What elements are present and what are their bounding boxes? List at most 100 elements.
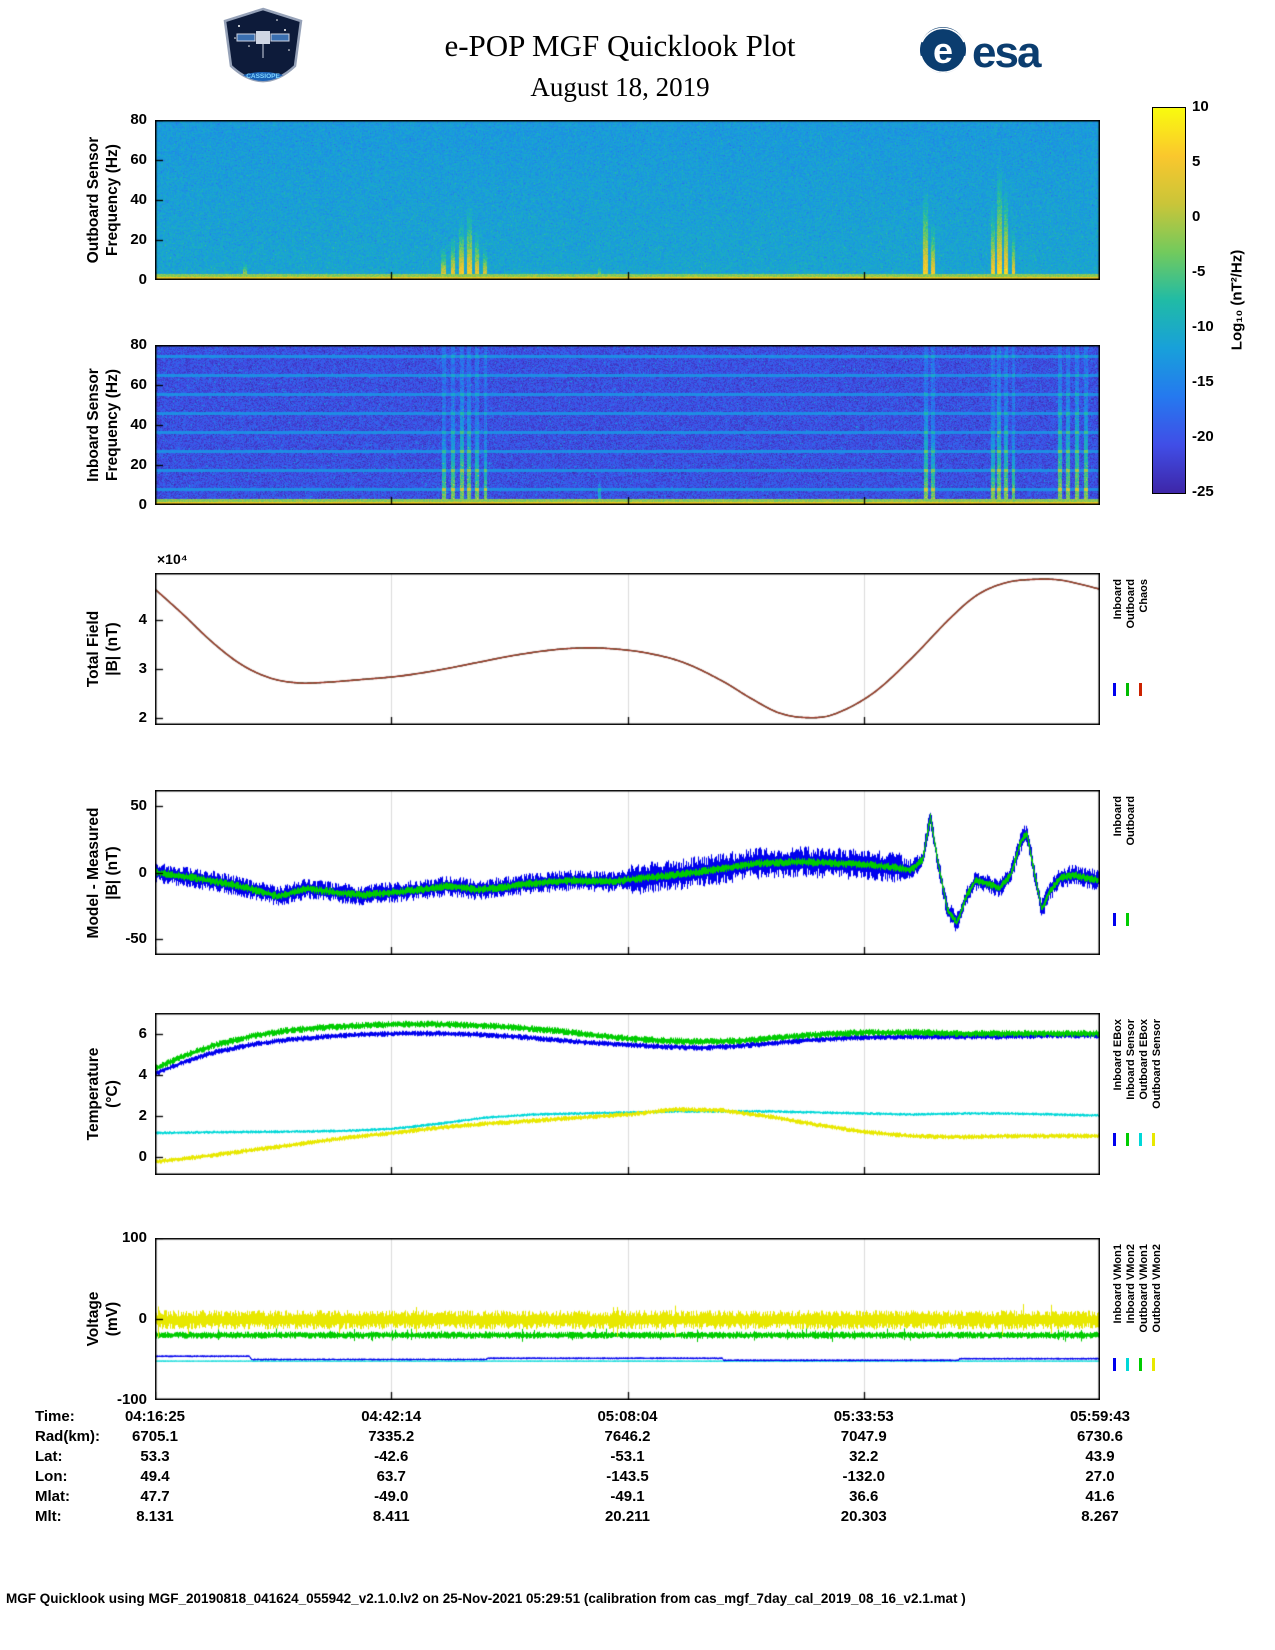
colorbar-tick-label: -5: [1192, 263, 1206, 280]
total-field-ytick-label: 2: [138, 708, 147, 726]
colorbar-tick-label: 0: [1192, 208, 1201, 225]
inboard-spectrogram-ytick-label: 0: [138, 496, 147, 513]
ephemeris-cell: 47.7: [140, 1488, 170, 1505]
ephemeris-cell: -53.1: [610, 1448, 645, 1465]
legend-marker-model-minus-measured: [1113, 913, 1116, 926]
patch-satellite-panel-left: [236, 33, 256, 42]
voltage-canvas: [155, 1238, 1100, 1400]
legend-label-voltage: Inboard VMon1: [1112, 1244, 1124, 1324]
esa-globe-icon: [920, 27, 966, 73]
legend-marker-temperature: [1113, 1133, 1116, 1146]
total-field-ytick-label: 3: [138, 659, 147, 677]
ephemeris-cell: 7335.2: [368, 1428, 415, 1445]
legend-label-model-minus-measured: Outboard: [1125, 796, 1137, 846]
legend-label-temperature: Inboard EBox: [1112, 1019, 1124, 1091]
ephemeris-cell: 8.131: [136, 1508, 174, 1525]
outboard-spectrogram-canvas: [155, 120, 1100, 280]
outboard-spectrogram-ytick-label: 40: [130, 191, 147, 208]
legend-label-total-field: Inboard: [1112, 579, 1124, 620]
patch-satellite-panel-right: [270, 33, 290, 42]
ephemeris-cell: 05:59:43: [1069, 1408, 1131, 1425]
ephemeris-cell: 05:33:53: [833, 1408, 894, 1425]
ephemeris-cell: 8.267: [1081, 1508, 1119, 1525]
ephemeris-cell: 6730.6: [1077, 1428, 1123, 1445]
legend-marker-total-field: [1113, 683, 1116, 696]
mission-label: CASSIOPE: [246, 73, 280, 80]
legend-label-temperature: Outboard EBox: [1138, 1019, 1150, 1100]
ephemeris-cell: 32.2: [849, 1448, 879, 1465]
colorbar-tick-label: 10: [1192, 98, 1209, 115]
outboard-spectrogram-ytick-label: 0: [138, 271, 147, 288]
legend-label-voltage: Inboard VMon2: [1125, 1244, 1137, 1324]
inboard-spectrogram-ytick-label: 60: [130, 376, 147, 393]
ephemeris-cell: 49.4: [140, 1468, 170, 1485]
ephemeris-row-label: Lon:: [35, 1468, 68, 1485]
model-minus-measured-ytick-label: 0: [138, 863, 147, 881]
model-minus-measured-canvas: [155, 790, 1100, 955]
legend-label-temperature: Outboard Sensor: [1151, 1019, 1163, 1109]
ephemeris-cell: 27.0: [1085, 1468, 1115, 1485]
temperature-ytick-label: 0: [138, 1147, 147, 1165]
plot-date: August 18, 2019: [530, 72, 710, 102]
footer-caption: MGF Quicklook using MGF_20190818_041624_…: [6, 1591, 966, 1606]
legend-marker-temperature: [1139, 1133, 1142, 1146]
legend-marker-total-field: [1139, 683, 1142, 696]
ephemeris-cell: 43.9: [1085, 1448, 1115, 1465]
ephemeris-cell: 53.3: [140, 1448, 170, 1465]
colorbar-tick-label: -20: [1192, 428, 1214, 445]
ephemeris-row-label: Lat:: [35, 1448, 63, 1465]
temperature-canvas: [155, 1013, 1100, 1175]
legend-label-total-field: Outboard: [1125, 579, 1137, 629]
voltage-ytick-label: 100: [121, 1229, 147, 1246]
ephemeris-cell: 05:08:04: [597, 1408, 658, 1425]
esa-wordmark: esa: [972, 28, 1042, 77]
legend-label-voltage: Outboard VMon2: [1151, 1244, 1163, 1333]
ephemeris-row-label: Mlat:: [35, 1488, 70, 1505]
ephemeris-cell: 8.411: [372, 1508, 410, 1525]
legend-label-model-minus-measured: Inboard: [1112, 796, 1124, 837]
ephemeris-cell: -132.0: [842, 1468, 886, 1485]
ephemeris-cell: 6705.1: [132, 1428, 178, 1445]
model-minus-measured-ytick-label: 50: [130, 796, 147, 814]
patch-satellite-body: [256, 31, 270, 44]
ephemeris-row-label: Time:: [35, 1408, 75, 1425]
ephemeris-cell: -49.0: [374, 1488, 409, 1505]
colorbar-tick-label: -15: [1192, 373, 1214, 390]
ephemeris-cell: 04:42:14: [361, 1408, 422, 1425]
legend-marker-model-minus-measured: [1126, 913, 1129, 926]
legend-marker-total-field: [1126, 683, 1129, 696]
ephemeris-cell: 04:16:25: [124, 1408, 186, 1425]
colorbar: [1152, 107, 1186, 494]
ephemeris-cell: 7047.9: [840, 1428, 887, 1445]
outboard-spectrogram-ytick-label: 80: [130, 111, 147, 128]
svg-text:e: e: [933, 30, 953, 71]
ephemeris-cell: 63.7: [376, 1468, 406, 1485]
total-field-canvas: [155, 573, 1100, 725]
temperature-ytick-label: 6: [138, 1024, 147, 1042]
outboard-spectrogram-ytick-label: 20: [130, 231, 147, 248]
legend-label-voltage: Outboard VMon1: [1138, 1244, 1150, 1333]
esa-logo: e esa: [920, 27, 1044, 77]
legend-marker-voltage: [1126, 1358, 1129, 1371]
inboard-spectrogram-ytick-label: 40: [130, 416, 147, 433]
plot-title: e-POP MGF Quicklook Plot: [444, 28, 796, 63]
inboard-spectrogram-canvas: [155, 345, 1100, 505]
mission-patch-logo: CASSIOPE: [223, 7, 303, 83]
legend-label-temperature: Inboard Sensor: [1125, 1019, 1137, 1100]
colorbar-tick-label: 5: [1192, 153, 1201, 170]
ephemeris-row-label: Rad(km):: [35, 1428, 101, 1445]
inboard-spectrogram-ytick-label: 20: [130, 456, 147, 473]
legend-marker-voltage: [1152, 1358, 1155, 1371]
legend-marker-voltage: [1139, 1358, 1142, 1371]
legend-label-total-field: Chaos: [1138, 579, 1150, 613]
ephemeris-cell: -143.5: [606, 1468, 649, 1485]
ephemeris-row-label: Mlt:: [35, 1508, 62, 1525]
temperature-ylabel: Temperature (°C): [85, 1047, 121, 1141]
legend-marker-temperature: [1126, 1133, 1129, 1146]
legend-marker-temperature: [1152, 1133, 1155, 1146]
temperature-ytick-label: 2: [138, 1106, 147, 1124]
ephemeris-cell: 41.6: [1085, 1488, 1115, 1505]
total-field-ytick-label: 4: [138, 610, 147, 628]
total-field-scale-label: ×10⁴: [157, 551, 188, 567]
